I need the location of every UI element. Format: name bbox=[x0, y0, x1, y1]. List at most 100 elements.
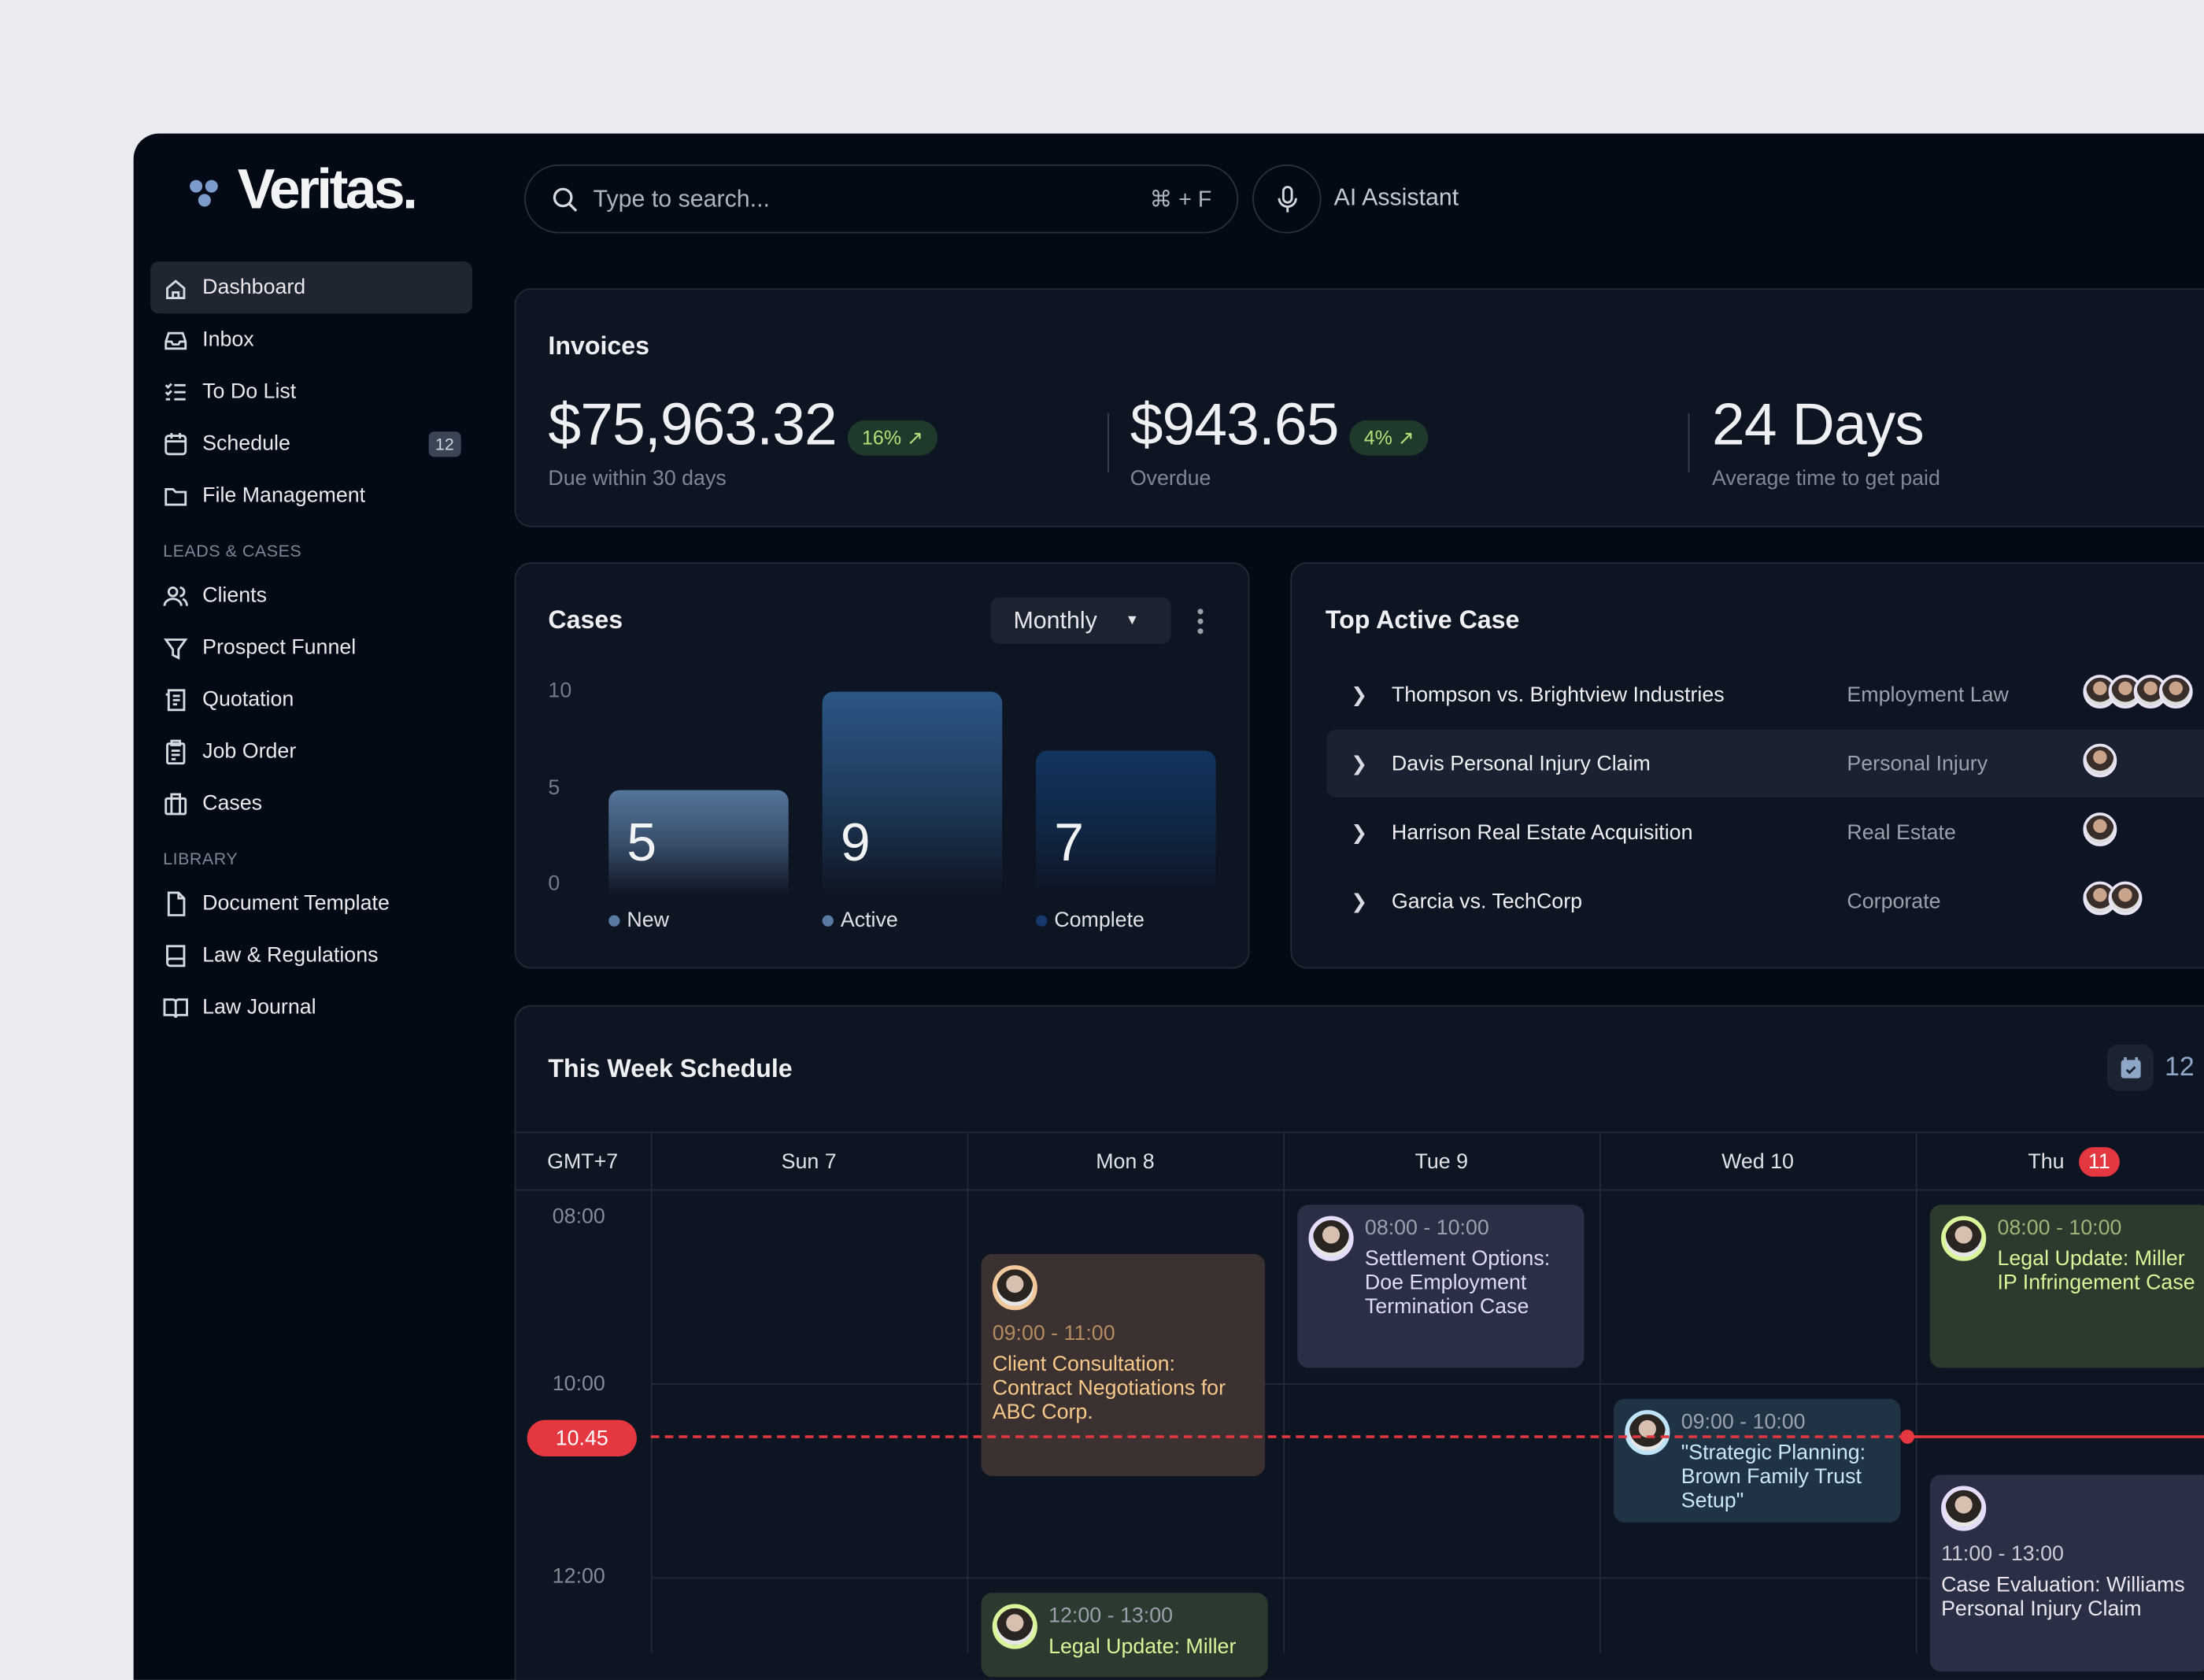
book-icon bbox=[166, 944, 186, 967]
change-badge: 4% ↗ bbox=[1349, 420, 1429, 457]
stat-average: 24 Days Average time to get paid bbox=[1711, 390, 1940, 491]
sidebar-item-label: Law & Regulations bbox=[202, 943, 379, 968]
chevron-right-icon[interactable]: ❯ bbox=[1351, 751, 1368, 775]
chevron-right-icon[interactable]: ❯ bbox=[1351, 682, 1368, 705]
bar-value-label: 5 bbox=[627, 813, 657, 873]
cases-card: Cases Monthly ▼ 10 5 0 5 New 9 Active 7 Complete bbox=[514, 562, 1250, 969]
sidebar-item-label: Prospect Funnel bbox=[202, 635, 357, 660]
sidebar-item-label: Law Journal bbox=[202, 995, 316, 1019]
legend-dot bbox=[608, 914, 620, 926]
avatar bbox=[2158, 675, 2193, 709]
funnel-icon bbox=[163, 638, 188, 660]
sidebar-item-label: To Do List bbox=[202, 379, 297, 404]
chevron-right-icon[interactable]: ❯ bbox=[1351, 889, 1368, 912]
calendar-check-icon bbox=[2120, 1056, 2140, 1078]
sidebar-item-dashboard[interactable]: Dashboard bbox=[150, 261, 472, 314]
more-options-icon[interactable] bbox=[1196, 606, 1205, 637]
sidebar-item-label: Job Order bbox=[202, 739, 297, 764]
sidebar-item-prospect-funnel[interactable]: Prospect Funnel bbox=[150, 621, 472, 673]
section-label: LEADS & CASES bbox=[163, 541, 302, 561]
calendar-check-button[interactable] bbox=[2106, 1044, 2154, 1091]
card-title: This Week Schedule bbox=[548, 1054, 793, 1082]
section-label: LIBRARY bbox=[163, 849, 239, 869]
checklist-icon bbox=[165, 382, 186, 400]
bar-complete[interactable] bbox=[1036, 750, 1216, 896]
logo[interactable]: Veritas. bbox=[190, 159, 418, 222]
users-icon bbox=[163, 586, 188, 605]
y-tick-label: 0 bbox=[548, 871, 560, 896]
case-row[interactable]: ❯ Harrison Real Estate Acquisition Real Es… bbox=[1327, 798, 2204, 866]
calendar-icon bbox=[165, 432, 187, 455]
top-active-case-card: Top Active Case ❯ Thompson vs. Brightview… bbox=[1290, 562, 2204, 969]
card-title: Top Active Case bbox=[1325, 605, 1520, 635]
sidebar-item-label: Cases bbox=[202, 791, 263, 816]
open-book-icon bbox=[163, 997, 188, 1018]
card-title: Invoices bbox=[548, 331, 650, 361]
sidebar-item-document-template[interactable]: Document Template bbox=[150, 877, 472, 929]
chevron-right-icon[interactable]: ❯ bbox=[1351, 820, 1368, 843]
home-icon bbox=[166, 279, 186, 299]
avatar bbox=[2108, 881, 2143, 916]
sidebar-item-to-do-list[interactable]: To Do List bbox=[150, 365, 472, 417]
ai-assistant-button[interactable]: AI Assistant bbox=[1333, 183, 1459, 211]
bar-value-label: 9 bbox=[840, 813, 871, 873]
caret-down-icon: ▼ bbox=[1125, 612, 1140, 629]
case-row[interactable]: ❯ Davis Personal Injury Claim Personal Inj… bbox=[1326, 729, 2204, 797]
microphone-icon bbox=[1277, 185, 1296, 212]
change-badge: 16% ↗ bbox=[848, 420, 937, 457]
sidebar-item-law-regulations[interactable]: Law & Regulations bbox=[150, 929, 472, 981]
avatar bbox=[2083, 812, 2117, 846]
y-tick-label: 5 bbox=[548, 775, 560, 800]
search-icon bbox=[553, 187, 578, 212]
divider bbox=[1688, 413, 1690, 472]
count-badge: 12 bbox=[427, 431, 461, 457]
sidebar-item-label: Quotation bbox=[202, 687, 294, 712]
avatar-group bbox=[2083, 881, 2143, 921]
sidebar-item-cases[interactable]: Cases bbox=[150, 777, 472, 829]
bar-active[interactable] bbox=[822, 691, 1003, 896]
period-dropdown[interactable]: Monthly ▼ bbox=[990, 597, 1171, 644]
app-window: Veritas. Dashboard Inbox To Do List Schedul… bbox=[133, 133, 2204, 1680]
sidebar-item-quotation[interactable]: Quotation bbox=[150, 673, 472, 725]
sidebar-item-clients[interactable]: Clients bbox=[150, 569, 472, 621]
case-row[interactable]: ❯ Garcia vs. TechCorp Corporate bbox=[1327, 868, 2204, 935]
avatar-group bbox=[2083, 675, 2193, 714]
folder-icon bbox=[165, 487, 187, 505]
clipboard-icon bbox=[166, 738, 186, 764]
avatar bbox=[2083, 743, 2117, 778]
schedule-count: 12 bbox=[2164, 1053, 2195, 1082]
inbox-icon bbox=[165, 331, 187, 350]
shortcut-hint: ⌘ + F bbox=[1149, 187, 1212, 212]
sidebar-item-file-management[interactable]: File Management bbox=[150, 469, 472, 521]
legend-dot bbox=[822, 914, 834, 926]
microphone-button[interactable] bbox=[1252, 164, 1322, 234]
sidebar-item-label: File Management bbox=[202, 483, 366, 508]
sidebar-item-label: Clients bbox=[202, 583, 268, 608]
case-row[interactable]: ❯ Thompson vs. Brightview Industries Emplo… bbox=[1327, 661, 2204, 728]
sidebar-item-label: Dashboard bbox=[202, 275, 306, 300]
stat-overdue: $943.65 4% ↗ Overdue bbox=[1130, 390, 1429, 490]
briefcase-icon bbox=[165, 792, 187, 815]
stat-due: $75,963.32 16% ↗ Due within 30 days bbox=[548, 390, 937, 490]
bar-value-label: 7 bbox=[1054, 813, 1085, 873]
receipt-icon bbox=[165, 688, 186, 711]
bar-new[interactable] bbox=[608, 789, 789, 896]
logo-mark-icon bbox=[190, 174, 224, 208]
y-tick-label: 10 bbox=[548, 679, 572, 703]
avatar-group bbox=[2083, 812, 2117, 852]
divider bbox=[1108, 413, 1109, 472]
sidebar-item-law-journal[interactable]: Law Journal bbox=[150, 981, 472, 1033]
sidebar-item-label: Document Template bbox=[202, 891, 390, 916]
sidebar: Dashboard Inbox To Do List Schedule 12 File M… bbox=[150, 261, 472, 1033]
sidebar-item-job-order[interactable]: Job Order bbox=[150, 725, 472, 777]
legend-item: Complete bbox=[1036, 908, 1145, 932]
invoices-card: Invoices $75,963.32 16% ↗ Due within 30 d… bbox=[514, 288, 2204, 527]
legend-item: New bbox=[608, 908, 669, 932]
legend-dot bbox=[1036, 914, 1048, 926]
schedule-card: This Week Schedule 12 bbox=[514, 1005, 2204, 1680]
search-input[interactable]: Type to search... ⌘ + F bbox=[524, 164, 1239, 234]
document-icon bbox=[167, 890, 186, 916]
sidebar-item-schedule[interactable]: Schedule 12 bbox=[150, 417, 472, 469]
sidebar-item-inbox[interactable]: Inbox bbox=[150, 313, 472, 365]
sidebar-item-label: Inbox bbox=[202, 327, 254, 352]
